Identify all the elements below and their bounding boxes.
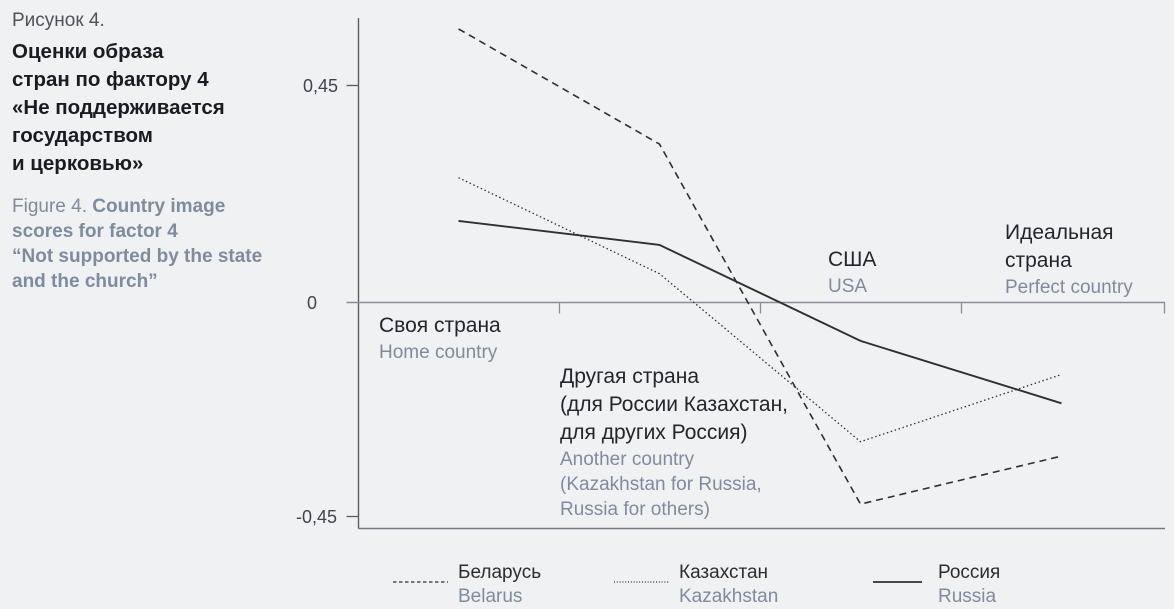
legend-item-kazakhstan: Казахстан Kazakhstan [614,561,778,609]
legend-ru-kazakhstan: Казахстан [679,562,769,583]
category-en-perfect-country: Perfect country [1005,277,1133,298]
category-label-usa: США USA [828,246,876,299]
series-line-belarus [458,28,1062,506]
title-block: Рисунок 4. Оценки образа стран по фактор… [12,8,312,294]
legend-en-russia: Russia [938,586,997,607]
category-ru-another-country: Другая страна (для России Казахстан, для… [560,365,789,444]
figure-caption-en: Figure 4. [12,196,87,217]
legend-en-belarus: Belarus [458,586,523,607]
category-label-home-country: Своя страна Home country [379,312,501,365]
legend-item-belarus: Беларусь Belarus [393,561,541,609]
legend-labels-russia: Россия Russia [938,561,1000,609]
category-ru-perfect-country: Идеальная страна [1005,221,1114,272]
category-label-another-country: Другая страна (для России Казахстан, для… [560,363,788,522]
category-ru-home-country: Своя страна [379,314,501,337]
legend-en-kazakhstan: Kazakhstan [679,586,779,607]
ytick-label-0: 0 [307,293,318,313]
series-line-kazakhstan [458,177,1062,443]
figure-caption-ru: Рисунок 4. [12,10,105,31]
series-line-russia [458,219,1062,405]
legend-labels-kazakhstan: Казахстан Kazakhstan [679,561,778,609]
legend-item-russia: Россия Russia [873,561,1000,609]
legend-swatch-russia [873,581,922,583]
category-en-usa: USA [828,276,868,297]
legend-labels-belarus: Беларусь Belarus [458,561,541,609]
ytick-label-neg045: -0,45 [296,507,338,527]
legend-ru-belarus: Беларусь [458,562,542,583]
figure-title-en-text: Country image scores for factor 4 “Not s… [12,196,263,292]
category-en-home-country: Home country [379,342,498,363]
legend-swatch-kazakhstan [614,581,669,583]
legend-swatch-belarus [393,581,448,583]
category-ru-usa: США [828,248,877,271]
figure-title-en: Figure 4. Country image scores for facto… [12,194,312,294]
category-en-another-country: Another country (Kazakhstan for Russia, … [560,449,762,520]
category-label-perfect-country: Идеальная страна Perfect country [1005,219,1133,300]
legend-ru-russia: Россия [938,562,1001,583]
figure-title-ru: Оценки образа стран по фактору 4 «Не под… [12,40,225,175]
ytick-label-045: 0,45 [303,76,339,96]
